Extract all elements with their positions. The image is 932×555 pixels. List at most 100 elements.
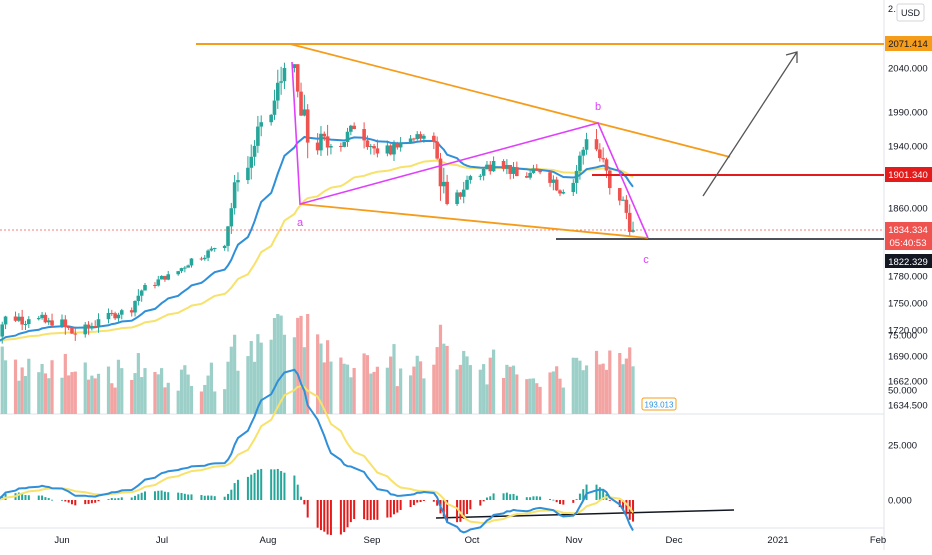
currency-button[interactable]: USD (896, 3, 925, 22)
candle (305, 104, 310, 159)
oscillator-histogram-bar (466, 500, 469, 515)
price-tick-label: 1780.000 (888, 272, 928, 283)
oscillator-histogram-bar (230, 489, 233, 500)
candle (372, 143, 376, 155)
volume-bar (352, 368, 356, 414)
oscillator-histogram-bar (200, 495, 203, 500)
oscillator-histogram-bar (253, 472, 256, 500)
candle (325, 124, 330, 156)
candle (468, 174, 473, 184)
volume-bar (435, 347, 439, 414)
volume-bar (299, 315, 303, 414)
oscillator-histogram-bar (203, 495, 206, 500)
volume-bar (23, 375, 28, 414)
oscillator-histogram-bar (246, 476, 249, 500)
volume-bar (116, 359, 121, 414)
candle (461, 181, 466, 204)
candle (315, 133, 320, 155)
volume-bar (47, 378, 51, 414)
oscillator-histogram-bar (157, 490, 160, 500)
oscillator-histogram-bar (41, 495, 44, 500)
candle (352, 122, 356, 130)
oscillator-histogram-bar (326, 500, 329, 535)
oscillator-histogram-bar (459, 500, 462, 522)
oscillator-histogram-bar (177, 492, 180, 500)
volume-bar (229, 346, 233, 414)
drawings: a b c 193.013 (0, 43, 884, 519)
candle (408, 135, 413, 144)
volume-bar (462, 350, 466, 414)
candle (375, 139, 380, 158)
candle (73, 326, 78, 341)
oscillator-histogram-bar (622, 500, 625, 511)
candle (282, 62, 287, 90)
oscillator-histogram-bar (84, 500, 87, 505)
volume-bar (628, 347, 632, 414)
volume-bar (345, 364, 350, 414)
candle (295, 64, 300, 98)
volume-bar (226, 361, 230, 414)
volume-bar (279, 315, 283, 414)
price-tick-label: 1690.000 (888, 352, 928, 363)
candle (23, 320, 28, 330)
volume-bar (584, 365, 589, 414)
candle (415, 131, 420, 141)
oscillator-histogram-bar (137, 494, 140, 500)
oscillator-histogram-bar (329, 500, 332, 535)
volume-bar (83, 362, 87, 414)
volume-bar (558, 378, 562, 414)
candle (627, 204, 632, 237)
price-label-support: 1822.329 (885, 254, 932, 268)
volume-bar (389, 356, 393, 414)
price-tick-label: 1750.000 (888, 299, 928, 310)
volume-bar (631, 366, 635, 414)
oscillator-histogram-bar (236, 479, 239, 500)
oscillator-histogram-bar (27, 495, 30, 500)
candle (163, 275, 167, 282)
candle (528, 170, 532, 180)
oscillator-histogram-bar (227, 493, 229, 500)
volume-bar (186, 374, 190, 414)
volume-bar (575, 357, 579, 414)
volume-bar (415, 355, 419, 414)
candle (206, 249, 210, 262)
candle (43, 312, 48, 324)
oscillator-histogram-bar (492, 493, 495, 500)
oscillator-histogram-bar (582, 489, 585, 500)
oscillator-histogram-bar (456, 500, 459, 523)
moving-averages (0, 135, 634, 342)
oscillator-histogram-bar (602, 489, 605, 500)
oscillator-histogram-bar (114, 498, 117, 500)
volume-bar (209, 362, 213, 414)
volume-bar (385, 367, 389, 414)
candle (511, 162, 516, 179)
candle (531, 164, 536, 174)
svg-text:USD: USD (901, 8, 921, 18)
price-tick-label: 1662.000 (888, 377, 928, 388)
volume-bar (531, 378, 536, 414)
candle (179, 267, 184, 274)
oscillator-histogram-bar (110, 498, 113, 500)
countdown-label: 05:40:53 (890, 238, 927, 249)
time-tick-label: Oct (465, 535, 480, 546)
time-tick-label: Sep (364, 535, 381, 546)
oscillator-histogram-bar (306, 500, 309, 518)
candle (458, 192, 463, 200)
candle (259, 115, 263, 137)
candle (525, 172, 529, 179)
oscillator-histogram-bar (64, 500, 67, 502)
oscillator-histogram-bar (140, 492, 143, 500)
candle (624, 195, 629, 220)
oscillator-histogram-bar (436, 500, 439, 506)
oscillator-histogram-bar (422, 500, 425, 501)
oscillator-histogram-bar (363, 500, 366, 520)
volume-bar (120, 368, 124, 414)
volume-bar (488, 357, 492, 414)
oscillator-histogram-bar (21, 493, 24, 500)
candle (0, 321, 5, 344)
volume-bar (538, 386, 542, 414)
volume-bar (322, 362, 326, 414)
volume-bar (342, 363, 346, 414)
